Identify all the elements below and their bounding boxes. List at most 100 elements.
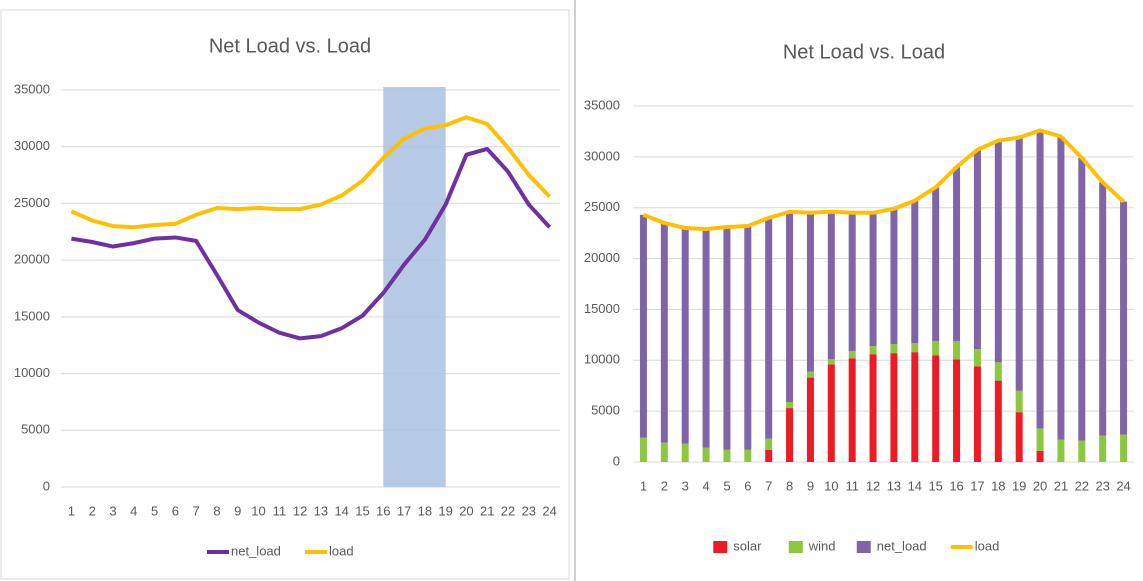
bar-segment <box>806 377 814 462</box>
y-tick-label: 30000 <box>584 148 620 163</box>
bar-segment <box>1120 434 1128 462</box>
bar-segment <box>1036 450 1044 462</box>
y-tick-label: 35000 <box>584 97 620 112</box>
bar-segment <box>660 222 668 443</box>
chart-border <box>0 9 570 580</box>
y-tick-label: 20000 <box>584 250 620 265</box>
x-tick-label: 7 <box>765 478 772 493</box>
bar-segment <box>890 353 898 462</box>
legend-swatch <box>788 541 803 553</box>
x-tick-label: 15 <box>928 478 942 493</box>
legend-label: wind <box>808 538 836 553</box>
legend-label: solar <box>733 538 762 553</box>
x-tick-label: 12 <box>293 503 307 518</box>
x-tick-label: 11 <box>845 478 859 493</box>
bar-segment <box>1057 439 1065 462</box>
x-tick-label: 15 <box>355 503 369 518</box>
x-tick-label: 21 <box>480 503 494 518</box>
bar-segment <box>744 226 752 450</box>
line-series <box>71 146 552 341</box>
y-tick-label: 15000 <box>584 301 620 316</box>
line-series <box>642 128 1125 232</box>
bar-segment <box>953 340 961 360</box>
y-tick-label: 20000 <box>14 252 50 267</box>
bar-segment <box>765 449 773 462</box>
x-tick-label: 13 <box>887 478 901 493</box>
y-tick-label: 5000 <box>21 422 50 437</box>
x-tick-label: 14 <box>908 478 922 493</box>
bar-segment <box>890 344 898 354</box>
bar-segment <box>869 212 877 347</box>
x-tick-label: 16 <box>376 503 390 518</box>
x-tick-label: 12 <box>866 478 880 493</box>
y-tick-label: 0 <box>613 453 620 468</box>
bar-segment <box>1078 157 1086 441</box>
bar-segment <box>806 212 814 372</box>
y-tick-label: 35000 <box>14 81 50 96</box>
x-tick-label: 9 <box>234 503 241 518</box>
bar-segment <box>848 212 856 352</box>
bar-segment <box>1120 201 1128 435</box>
bar-segment <box>660 442 668 462</box>
y-tick-label: 5000 <box>591 403 620 418</box>
y-tick-label: 0 <box>43 478 50 493</box>
bar-segment <box>765 217 773 439</box>
bar-segment <box>639 214 647 438</box>
legend-label: net_load <box>877 538 927 553</box>
bar-segment <box>827 364 835 462</box>
x-tick-label: 10 <box>251 503 265 518</box>
bar-segment <box>1099 182 1107 436</box>
x-tick-label: 9 <box>807 478 814 493</box>
bar-segment <box>932 187 940 341</box>
bar-segment <box>1099 435 1107 462</box>
x-tick-label: 1 <box>68 503 75 518</box>
x-tick-label: 20 <box>459 503 473 518</box>
x-tick-label: 16 <box>949 478 963 493</box>
line-series <box>70 115 552 230</box>
y-tick-label: 30000 <box>14 138 50 153</box>
bar-segment <box>973 149 981 350</box>
bar-segment <box>723 449 731 462</box>
x-tick-label: 23 <box>1095 478 1109 493</box>
x-tick-label: 22 <box>1075 478 1089 493</box>
bar-segment <box>1015 390 1023 413</box>
bar-segment <box>869 346 877 355</box>
bar-segment <box>911 352 919 462</box>
x-tick-label: 24 <box>542 503 556 518</box>
x-tick-label: 17 <box>397 503 411 518</box>
x-tick-label: 17 <box>970 478 984 493</box>
x-tick-label: 2 <box>661 478 668 493</box>
bar-segment <box>890 208 898 345</box>
x-tick-label: 6 <box>744 478 751 493</box>
bar-segment <box>1078 440 1086 462</box>
bar-segment <box>702 229 710 448</box>
bar-segment <box>786 401 794 409</box>
bar-segment <box>1057 136 1065 440</box>
bar-segment <box>723 227 731 450</box>
x-tick-label: 14 <box>334 503 348 518</box>
x-tick-label: 3 <box>109 503 116 518</box>
x-tick-label: 10 <box>824 478 838 493</box>
bar-segment <box>973 349 981 367</box>
highlight-band <box>383 87 446 487</box>
x-tick-label: 24 <box>1116 478 1130 493</box>
x-tick-label: 21 <box>1054 478 1068 493</box>
x-tick-label: 8 <box>213 503 220 518</box>
x-tick-label: 5 <box>723 478 730 493</box>
bar-segment <box>848 351 856 359</box>
bar-segment <box>765 438 773 450</box>
legend-label: load <box>329 543 354 558</box>
bar-segment <box>953 167 961 341</box>
bar-segment <box>806 371 814 378</box>
x-tick-label: 5 <box>151 503 158 518</box>
y-tick-label: 25000 <box>584 199 620 214</box>
bar-segment <box>1036 130 1044 429</box>
x-tick-label: 20 <box>1033 478 1047 493</box>
bar-segment <box>827 359 835 365</box>
bar-segment <box>953 359 961 462</box>
legend-swatch <box>713 541 728 553</box>
bar-segment <box>786 211 794 402</box>
bar-segment <box>994 380 1002 462</box>
legend-label: net_load <box>231 543 281 558</box>
